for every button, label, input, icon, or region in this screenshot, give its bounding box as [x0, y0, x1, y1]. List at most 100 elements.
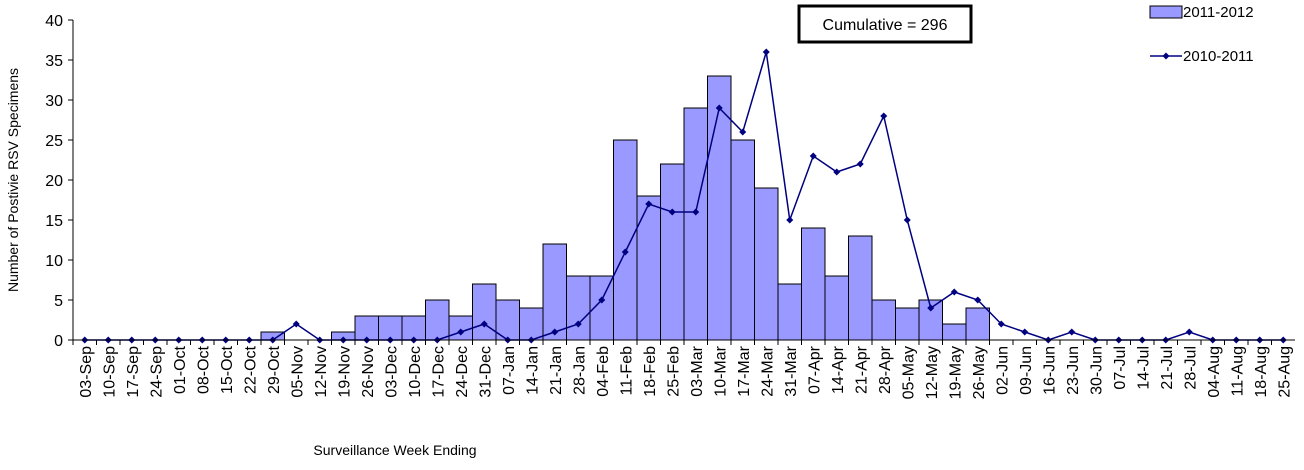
- marker: [1068, 328, 1076, 336]
- bar: [519, 307, 544, 341]
- y-tick-label: 5: [54, 293, 63, 310]
- marker: [715, 104, 723, 112]
- x-tick-label: 19-May: [947, 346, 964, 399]
- marker: [786, 216, 794, 224]
- marker: [292, 320, 300, 328]
- x-tick-label: 03-Dec: [383, 346, 400, 398]
- marker: [880, 112, 888, 120]
- x-tick-label: 11-Aug: [1229, 346, 1246, 396]
- x-tick-label: 04-Feb: [595, 346, 612, 397]
- line: [84, 51, 1284, 341]
- bar: [354, 315, 379, 341]
- marker: [1185, 328, 1193, 336]
- x-tick-label: 17-Sep: [125, 346, 142, 398]
- bar: [871, 299, 896, 341]
- y-tick-label: 30: [45, 93, 63, 110]
- bar: [801, 227, 826, 341]
- x-tick-label: 22-Oct: [242, 345, 259, 394]
- marker: [809, 152, 817, 160]
- y-tick-label: 10: [45, 253, 63, 270]
- marker: [457, 328, 465, 336]
- x-tick-label: 07-Jan: [501, 346, 518, 395]
- y-tick-label: 40: [45, 13, 63, 30]
- x-axis-label: Surveillance Week Ending: [313, 442, 476, 458]
- bar: [824, 275, 849, 341]
- x-tick-label: 04-Aug: [1206, 346, 1223, 398]
- bar: [566, 275, 591, 341]
- marker: [997, 320, 1005, 328]
- bar: [965, 307, 990, 341]
- x-tick-label: 16-Jun: [1041, 346, 1058, 395]
- x-tick-label: 18-Feb: [642, 346, 659, 397]
- bar: [401, 315, 426, 341]
- marker: [833, 168, 841, 176]
- bar: [378, 315, 403, 341]
- y-tick-label: 25: [45, 133, 63, 150]
- marker: [480, 320, 488, 328]
- bar: [636, 195, 661, 341]
- y-axis-label: Number of Postivie RSV Specimens: [5, 68, 21, 292]
- y-tick-label: 0: [54, 333, 63, 350]
- x-tick-label: 28-Jan: [571, 346, 588, 395]
- marker: [762, 48, 770, 56]
- marker: [551, 328, 559, 336]
- x-tick-label: 05-Nov: [289, 346, 306, 398]
- bar: [848, 235, 873, 341]
- x-tick-label: 17-Dec: [430, 346, 447, 398]
- legend-marker: [1162, 52, 1170, 60]
- bar: [425, 299, 450, 341]
- bar: [895, 307, 920, 341]
- x-tick-label: 03-Sep: [78, 346, 95, 398]
- x-tick-label: 24-Dec: [454, 346, 471, 398]
- x-tick-label: 10-Mar: [712, 345, 729, 396]
- legend-swatch: [1149, 5, 1183, 19]
- x-tick-label: 15-Oct: [219, 345, 236, 394]
- x-tick-label: 14-Apr: [830, 345, 847, 394]
- marker: [950, 288, 958, 296]
- x-tick-label: 12-Nov: [313, 346, 330, 398]
- x-tick-label: 28-Apr: [877, 345, 894, 394]
- marker: [692, 208, 700, 216]
- x-tick-label: 07-Apr: [806, 345, 823, 394]
- x-tick-label: 11-Feb: [618, 346, 635, 396]
- x-tick-label: 31-Dec: [477, 346, 494, 398]
- legend-label: 2010-2011: [1183, 48, 1254, 65]
- marker: [645, 200, 653, 208]
- x-tick-label: 21-Jan: [548, 346, 565, 395]
- bar: [730, 139, 755, 341]
- x-tick-label: 26-May: [971, 346, 988, 399]
- x-tick-label: 02-Jun: [994, 346, 1011, 395]
- x-tick-label: 18-Aug: [1253, 346, 1270, 398]
- y-tick-label: 35: [45, 53, 63, 70]
- x-tick-label: 01-Oct: [172, 345, 189, 394]
- marker: [574, 320, 582, 328]
- marker: [927, 304, 935, 312]
- bar: [777, 283, 802, 341]
- x-tick-label: 21-Apr: [853, 345, 870, 394]
- x-tick-label: 05-May: [900, 346, 917, 399]
- x-tick-label: 14-Jul: [1135, 346, 1152, 390]
- x-tick-label: 10-Dec: [407, 346, 424, 398]
- x-tick-label: 19-Nov: [336, 346, 353, 398]
- bar: [660, 163, 685, 341]
- x-tick-label: 08-Oct: [195, 345, 212, 394]
- marker: [856, 160, 864, 168]
- x-tick-label: 21-Jul: [1159, 346, 1176, 390]
- marker: [1021, 328, 1029, 336]
- y-tick-label: 20: [45, 173, 63, 190]
- marker: [668, 208, 676, 216]
- x-tick-label: 14-Jan: [524, 346, 541, 395]
- x-tick-label: 25-Aug: [1276, 346, 1293, 398]
- bar: [754, 187, 779, 341]
- x-tick-label: 17-Mar: [736, 345, 753, 396]
- bar: [542, 243, 567, 341]
- x-tick-label: 09-Jun: [1018, 346, 1035, 395]
- bar: [942, 323, 967, 341]
- x-tick-label: 12-May: [924, 346, 941, 399]
- bar: [448, 315, 473, 341]
- marker: [739, 128, 747, 136]
- marker: [621, 248, 629, 256]
- x-tick-label: 31-Mar: [783, 345, 800, 396]
- bar: [472, 283, 497, 341]
